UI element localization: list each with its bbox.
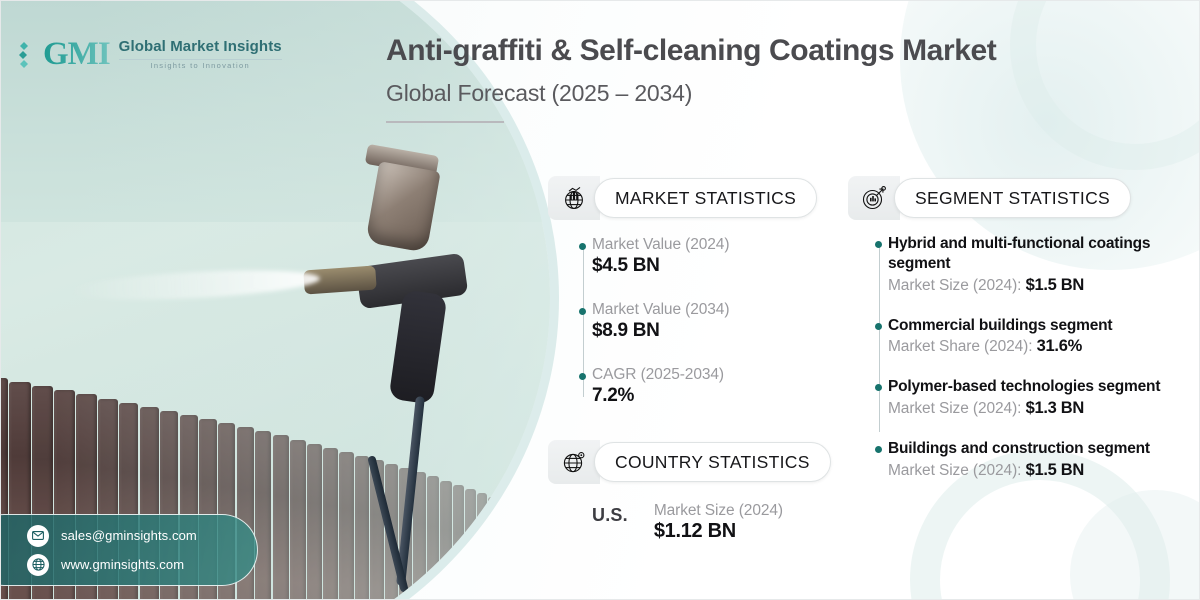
gmi-logo-text: GMI bbox=[43, 36, 111, 72]
market-stat-label: Market Value (2034) bbox=[592, 301, 730, 318]
market-stat-value: 7.2% bbox=[592, 385, 635, 406]
page-title: Anti-graffiti & Self-cleaning Coatings M… bbox=[386, 34, 997, 67]
contact-bar: sales@gminsights.com www.gminsights.com bbox=[0, 514, 258, 586]
spray-gun-grip bbox=[388, 289, 448, 405]
segment-metric-value: $1.5 BN bbox=[1025, 461, 1085, 480]
page-subtitle: Global Forecast (2025 – 2034) bbox=[386, 80, 693, 106]
segment-metric-label: Market Size (2024): bbox=[888, 276, 1026, 294]
segment-timeline-line bbox=[879, 244, 880, 433]
segment-name: Buildings and construction segment bbox=[888, 440, 1150, 458]
market-statistics-title-pill: MARKET STATISTICS bbox=[594, 178, 818, 218]
segment-item: Polymer-based technologies segment Marke… bbox=[875, 377, 1166, 418]
timeline-dot-icon bbox=[875, 322, 882, 330]
segment-statistics-header: SEGMENT STATISTICS bbox=[848, 176, 1166, 220]
country-metric-value: $1.12 BN bbox=[653, 520, 736, 542]
timeline-dot-icon bbox=[875, 241, 882, 248]
country-metric-label: Market Size (2024) bbox=[653, 502, 783, 519]
segment-metric-label: Market Share (2024): bbox=[888, 338, 1037, 356]
contact-website-row[interactable]: www.gminsights.com bbox=[27, 553, 257, 576]
segment-metric: Market Size (2024): $1.3 BN bbox=[888, 399, 1166, 418]
title-underline bbox=[386, 121, 504, 123]
hero-haze-overlay bbox=[0, 0, 550, 600]
segment-item: Hybrid and multi-functional coatings seg… bbox=[875, 234, 1166, 295]
timeline-dot-icon bbox=[579, 373, 586, 380]
gmi-logo-company-name: Global Market Insights bbox=[118, 38, 282, 56]
globe-icon bbox=[27, 553, 49, 576]
segment-statistics-title-pill: SEGMENT STATISTICS bbox=[894, 178, 1132, 218]
globe-pin-icon bbox=[548, 440, 600, 484]
segment-statistics-title: SEGMENT STATISTICS bbox=[915, 187, 1111, 208]
market-timeline-line bbox=[583, 244, 584, 397]
spray-gun bbox=[69, 143, 540, 593]
segment-metric-value: 31.6% bbox=[1036, 337, 1083, 356]
country-statistics-row: U.S. Market Size (2024) $1.12 BN bbox=[592, 502, 831, 543]
globe-chart-icon bbox=[548, 176, 600, 220]
hero-image bbox=[0, 0, 550, 600]
timeline-dot-icon bbox=[579, 308, 586, 315]
segment-metric-label: Market Size (2024): bbox=[888, 462, 1026, 480]
timeline-dot-icon bbox=[579, 243, 586, 250]
segment-item: Buildings and construction segment Marke… bbox=[875, 439, 1166, 480]
target-pie-icon bbox=[848, 176, 900, 220]
gmi-logo-mark-icon bbox=[18, 40, 34, 70]
market-stat-label: CAGR (2025-2034) bbox=[592, 366, 724, 383]
market-stat-item: Market Value (2024) $4.5 BN bbox=[579, 236, 817, 277]
market-statistics-title: MARKET STATISTICS bbox=[615, 187, 797, 208]
segment-metric-value: $1.5 BN bbox=[1025, 275, 1085, 294]
country-statistics-panel: COUNTRY STATISTICS U.S. Market Size (202… bbox=[548, 440, 831, 543]
country-statistics-title-pill: COUNTRY STATISTICS bbox=[594, 442, 831, 482]
segment-name: Polymer-based technologies segment bbox=[888, 378, 1161, 396]
gmi-logo-divider bbox=[118, 58, 282, 60]
market-statistics-panel: MARKET STATISTICS Market Value (2024) $4… bbox=[548, 176, 818, 407]
header: Anti-graffiti & Self-cleaning Coatings M… bbox=[386, 34, 997, 123]
market-stat-value: $4.5 BN bbox=[592, 255, 660, 276]
segment-item: Commercial buildings segment Market Shar… bbox=[875, 316, 1166, 357]
contact-email: sales@gminsights.com bbox=[61, 528, 197, 543]
envelope-icon bbox=[27, 524, 49, 547]
gmi-logo-tagline: Insights to Innovation bbox=[150, 60, 250, 70]
timeline-dot-icon bbox=[875, 446, 882, 454]
contact-email-row[interactable]: sales@gminsights.com bbox=[27, 524, 257, 547]
market-statistics-header: MARKET STATISTICS bbox=[548, 176, 818, 220]
country-statistics-header: COUNTRY STATISTICS bbox=[548, 440, 831, 484]
market-statistics-list: Market Value (2024) $4.5 BN Market Value… bbox=[548, 236, 817, 407]
market-stat-item: Market Value (2034) $8.9 BN bbox=[579, 301, 817, 342]
segment-metric: Market Size (2024): $1.5 BN bbox=[888, 276, 1166, 295]
country-name: U.S. bbox=[592, 505, 628, 525]
contact-website: www.gminsights.com bbox=[61, 557, 185, 572]
segment-metric-value: $1.3 BN bbox=[1025, 399, 1085, 418]
segment-name: Commercial buildings segment bbox=[888, 316, 1113, 334]
country-statistics-title: COUNTRY STATISTICS bbox=[615, 451, 810, 472]
market-stat-label: Market Value (2024) bbox=[592, 236, 730, 253]
gmi-logo[interactable]: GMI Global Market Insights Insights to I… bbox=[18, 36, 282, 73]
segment-name: Hybrid and multi-functional coatings seg… bbox=[888, 235, 1151, 272]
timeline-dot-icon bbox=[875, 384, 882, 392]
market-stat-value: $8.9 BN bbox=[592, 320, 660, 341]
segment-metric-label: Market Size (2024): bbox=[888, 400, 1026, 418]
segment-statistics-panel: SEGMENT STATISTICS Hybrid and multi-func… bbox=[848, 176, 1166, 501]
market-stat-item: CAGR (2025-2034) 7.2% bbox=[579, 366, 817, 407]
segment-metric: Market Share (2024): 31.6% bbox=[888, 337, 1166, 356]
segment-metric: Market Size (2024): $1.5 BN bbox=[888, 461, 1166, 480]
segment-statistics-list: Hybrid and multi-functional coatings seg… bbox=[848, 234, 1166, 480]
